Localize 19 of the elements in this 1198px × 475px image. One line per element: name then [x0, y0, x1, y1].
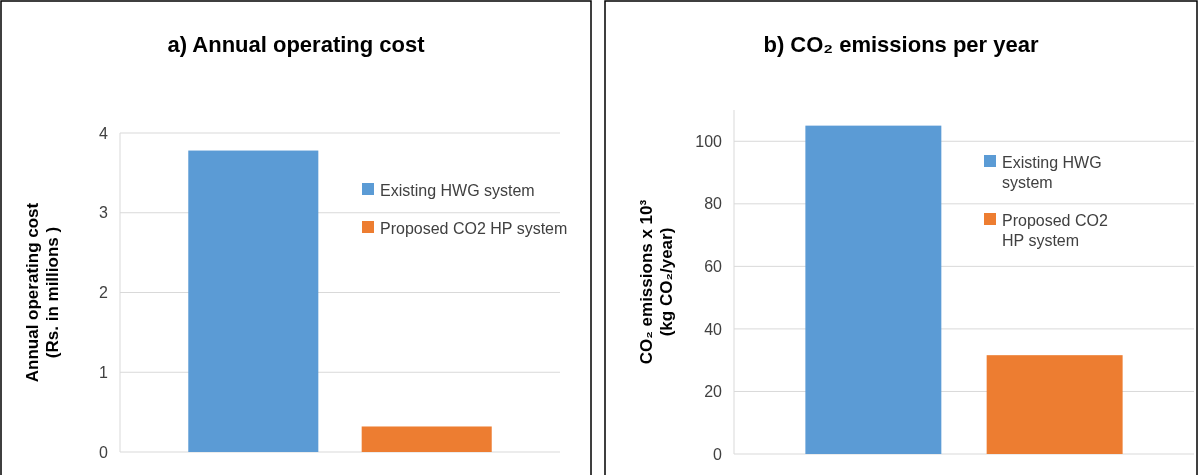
y-tick-label: 20 — [704, 383, 723, 401]
y-tick-label: 4 — [99, 124, 109, 142]
y-tick-label: 80 — [704, 195, 723, 213]
y-tick-label: 100 — [695, 132, 723, 150]
y-tick-label: 60 — [704, 257, 723, 275]
y-tick-label: 3 — [99, 204, 109, 222]
y-tick-label: 0 — [99, 443, 109, 461]
y-tick-label: 1 — [99, 363, 109, 381]
legend-label: Existing HWG system — [380, 181, 535, 199]
chart-title: a) Annual operating cost — [167, 32, 426, 57]
y-tick-label: 0 — [713, 445, 723, 463]
y-tick-label: 40 — [704, 320, 723, 338]
y-axis-title: Annual operating cost (Rs. in millions ) — [22, 202, 63, 383]
legend-label: Existing HWG system — [1002, 153, 1102, 191]
chart-title: b) CO₂ emissions per year — [763, 32, 1039, 57]
y-tick-label: 2 — [99, 284, 109, 302]
legend-label: Proposed CO2 HP system — [1002, 211, 1108, 249]
legend-label: Proposed CO2 HP system — [380, 219, 568, 237]
y-axis-title: CO₂ emissions x 10³ (kg CO₂/year) — [636, 199, 677, 365]
